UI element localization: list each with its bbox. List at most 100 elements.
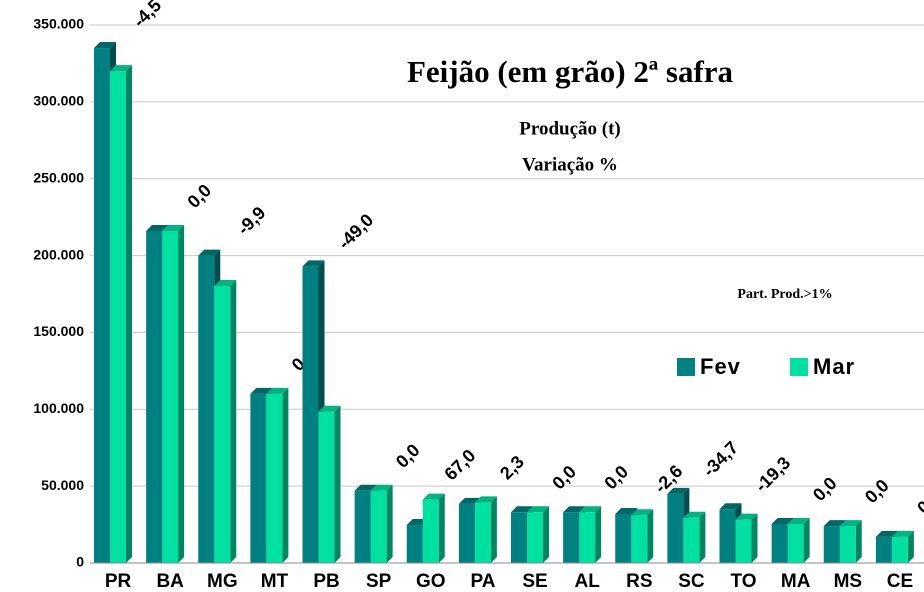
bar-top: [146, 224, 169, 231]
bar: [370, 484, 393, 563]
x-tick-label: SC: [678, 571, 705, 592]
x-tick-label: RS: [626, 571, 652, 592]
bar-top: [563, 506, 586, 513]
y-tick-label: 200.000: [33, 246, 84, 262]
variation-label: -19,3: [751, 453, 794, 496]
bar-top: [771, 517, 794, 524]
bar-front: [875, 536, 892, 563]
bar-top: [474, 496, 497, 503]
bar: [422, 493, 445, 563]
variation-label: -9,9: [233, 203, 269, 239]
variation-label: 0,0: [392, 440, 424, 472]
legend-swatch: [790, 358, 808, 376]
y-tick-label: 350.000: [33, 16, 84, 32]
bar-side: [490, 496, 497, 563]
bar-front: [370, 490, 387, 563]
bar-front: [771, 523, 788, 563]
bar-front: [683, 517, 700, 563]
y-tick-label: 50.000: [41, 477, 84, 493]
bar-top: [823, 520, 846, 527]
bar: [527, 506, 549, 563]
bar: [579, 506, 602, 563]
bar-front: [511, 512, 527, 563]
bar-front: [719, 509, 736, 563]
bar-top: [839, 520, 862, 527]
bar-front: [318, 411, 335, 563]
bar-side: [699, 511, 706, 563]
bar-front: [110, 71, 126, 563]
bar: [787, 517, 810, 563]
bar: [735, 513, 758, 563]
bar-top: [110, 65, 132, 72]
variation-label: 2,3: [496, 452, 528, 484]
bar-top: [250, 387, 273, 394]
variation-label: 0,0: [548, 461, 580, 493]
bar-front: [787, 523, 804, 563]
bar: [110, 65, 132, 563]
variation-label: -49,0: [334, 210, 377, 253]
bar: [266, 387, 289, 563]
x-tick-label: CE: [887, 571, 913, 592]
bar-side: [595, 506, 602, 563]
bar-side: [907, 530, 914, 563]
bar-top: [266, 387, 289, 394]
bar-top: [422, 493, 445, 500]
bar-side: [855, 520, 862, 563]
x-tick-label: BA: [156, 571, 184, 592]
bar-side: [751, 513, 758, 563]
x-tick-label: TO: [731, 571, 757, 592]
bar-top: [511, 506, 533, 513]
bar-top: [891, 530, 914, 537]
bar-top: [719, 503, 742, 510]
variation-label: 67,0: [440, 445, 479, 484]
bar-side: [543, 506, 549, 563]
bar-top: [683, 511, 706, 518]
bar-side: [334, 405, 341, 563]
chart-title: Feijão (em grão) 2ª safra: [407, 54, 734, 89]
bar-front: [839, 526, 856, 563]
x-tick-label: PR: [105, 571, 132, 592]
bar-front: [474, 502, 491, 563]
bar-front: [891, 536, 908, 563]
bar-side: [282, 387, 289, 563]
x-tick-label: MT: [261, 571, 289, 592]
bar: [214, 280, 237, 563]
bar-front: [631, 515, 648, 563]
variation-label: -4,5: [129, 0, 165, 31]
x-tick-label: MS: [834, 571, 863, 592]
bar-front: [146, 230, 163, 563]
y-tick-label: 100.000: [33, 400, 84, 416]
bar-top: [787, 517, 810, 524]
variation-label: 0,0: [809, 473, 841, 505]
bar-front: [162, 230, 179, 563]
x-tick-label: PA: [470, 571, 495, 592]
bar-top: [735, 513, 758, 520]
variation-label: 0,0: [861, 475, 893, 507]
bar-side: [230, 280, 237, 563]
bar-top: [875, 530, 898, 537]
x-tick-label: SE: [522, 571, 547, 592]
bar-side: [178, 224, 185, 563]
bar-top: [198, 249, 221, 256]
bar-top: [370, 484, 393, 491]
bar-front: [615, 513, 632, 563]
variation-label: -34,7: [699, 437, 742, 480]
bar: [891, 530, 914, 563]
bar: [631, 509, 654, 563]
bar-top: [94, 42, 116, 49]
legend-swatch: [677, 358, 695, 376]
x-tick-label: AL: [575, 571, 601, 592]
bar-front: [94, 48, 110, 564]
bar: [162, 224, 185, 563]
bar-front: [563, 512, 580, 563]
legend-label: Mar: [813, 354, 855, 379]
bar-top: [527, 506, 549, 513]
bar-top: [354, 484, 377, 491]
bar-top: [162, 224, 185, 231]
subtitle: Produção (t): [519, 118, 621, 139]
bar: [683, 511, 706, 563]
y-tick-label: 300.000: [33, 93, 84, 109]
bar-side: [803, 517, 810, 563]
x-tick-label: GO: [416, 571, 446, 592]
